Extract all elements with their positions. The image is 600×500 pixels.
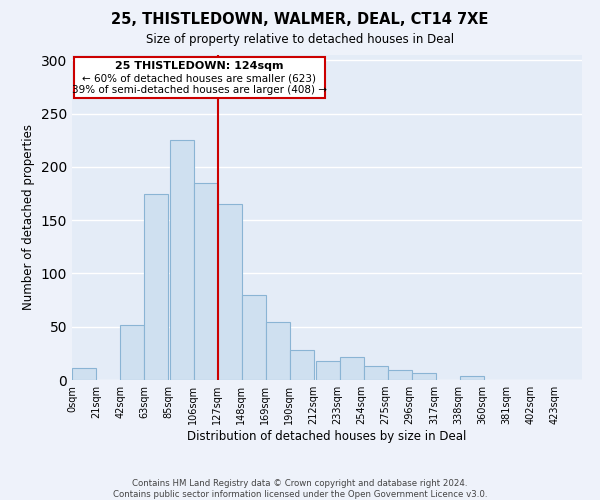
Text: 25, THISTLEDOWN, WALMER, DEAL, CT14 7XE: 25, THISTLEDOWN, WALMER, DEAL, CT14 7XE — [112, 12, 488, 28]
Text: Contains HM Land Registry data © Crown copyright and database right 2024.: Contains HM Land Registry data © Crown c… — [132, 479, 468, 488]
Bar — [170, 140, 194, 380]
Text: 39% of semi-detached houses are larger (408) →: 39% of semi-detached houses are larger (… — [72, 85, 327, 95]
Bar — [316, 361, 340, 380]
Bar — [194, 183, 218, 380]
Text: Size of property relative to detached houses in Deal: Size of property relative to detached ho… — [146, 32, 454, 46]
FancyBboxPatch shape — [74, 57, 325, 98]
Text: 25 THISTLEDOWN: 124sqm: 25 THISTLEDOWN: 124sqm — [115, 62, 284, 72]
X-axis label: Distribution of detached houses by size in Deal: Distribution of detached houses by size … — [187, 430, 467, 443]
Text: ← 60% of detached houses are smaller (623): ← 60% of detached houses are smaller (62… — [83, 73, 317, 83]
Bar — [340, 356, 364, 380]
Bar — [266, 322, 290, 380]
Y-axis label: Number of detached properties: Number of detached properties — [22, 124, 35, 310]
Bar — [460, 376, 484, 380]
Bar — [388, 370, 412, 380]
Text: Contains public sector information licensed under the Open Government Licence v3: Contains public sector information licen… — [113, 490, 487, 499]
Bar — [72, 368, 96, 380]
Bar — [145, 194, 169, 380]
Bar — [120, 324, 145, 380]
Bar — [290, 350, 314, 380]
Bar — [218, 204, 242, 380]
Bar — [364, 366, 388, 380]
Bar — [242, 295, 266, 380]
Bar — [412, 372, 436, 380]
